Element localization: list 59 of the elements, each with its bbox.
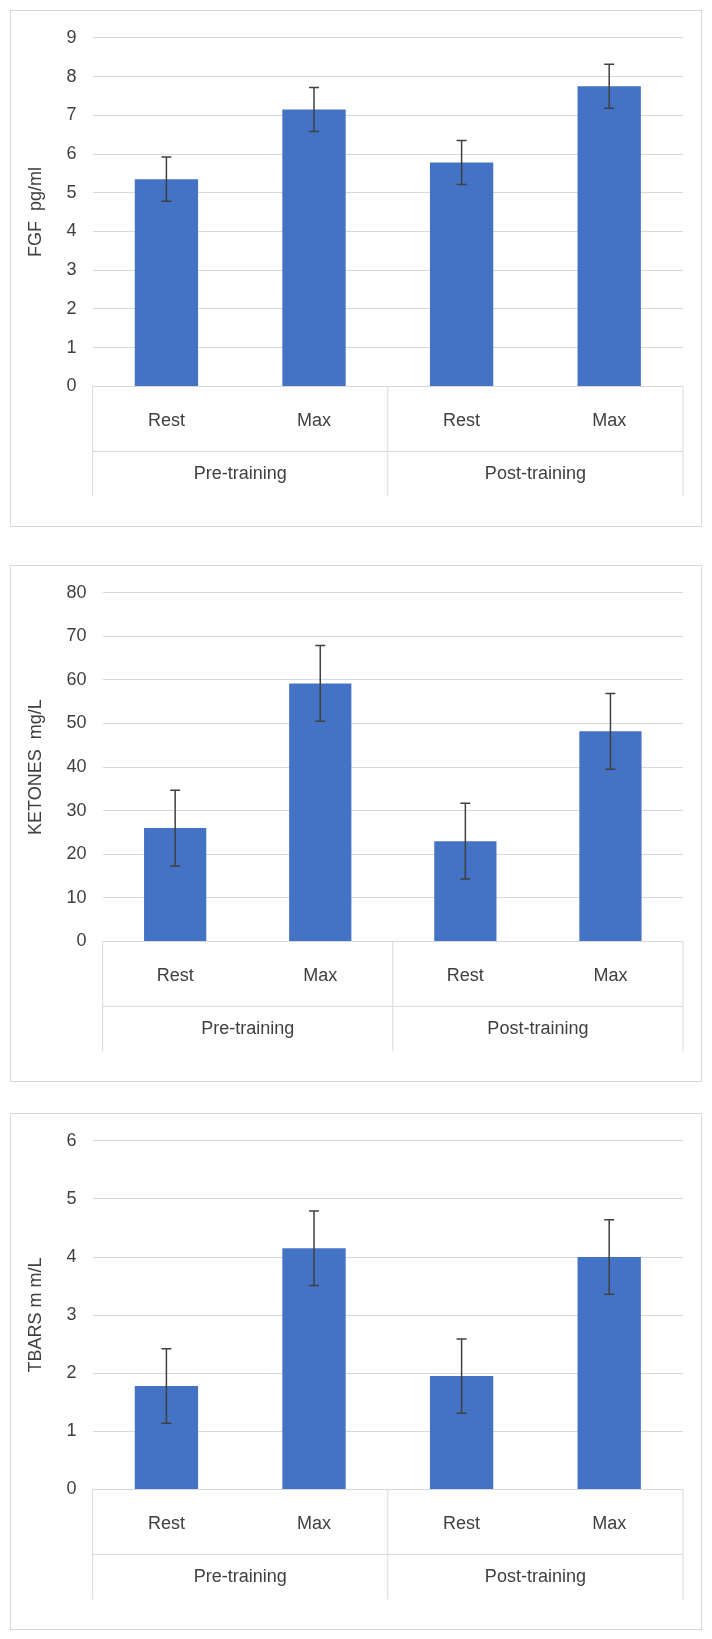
bar [429,1376,494,1489]
x-tick-label: Rest [156,965,194,986]
y-axis-title: TBARS m m/L [24,1257,45,1373]
bar [429,162,494,386]
text: Post-training [487,1018,589,1039]
y-tick-label: 10 [66,886,87,907]
bar [282,1248,346,1489]
y-tick-label: 3 [66,259,77,280]
y-tick-label: 70 [66,625,87,646]
y-tick-label: 2 [66,297,77,318]
y-tick-label: 3 [66,1304,77,1325]
text: Post-training [484,463,586,484]
y-tick-label: 60 [66,668,87,689]
y-tick-label: 20 [66,843,87,864]
y-tick-label: 5 [66,1187,77,1208]
x-tick-label: Max [592,1513,627,1534]
bar [579,731,642,941]
y-tick-label: 0 [76,930,87,951]
y-tick-label: 9 [66,26,77,47]
y-tick-label: 40 [66,756,87,777]
y-tick-label: 4 [66,1245,77,1266]
bar [577,1257,641,1489]
y-tick-label: 7 [66,104,77,125]
y-tick-label: 0 [66,375,77,396]
bar [289,683,352,941]
y-axis-title: KETONES mg/L [24,699,45,835]
text: Pre-training [193,1566,287,1587]
y-tick-label: 4 [66,220,77,241]
y-tick-label: 80 [66,581,87,602]
bar [434,841,497,941]
x-tick-label: Rest [147,410,185,431]
bar [144,828,207,941]
y-tick-label: 6 [66,1129,77,1150]
x-tick-label: Max [297,410,332,431]
y-tick-label: 0 [66,1478,77,1499]
x-tick-label: Rest [443,410,481,431]
y-tick-label: 6 [66,142,77,163]
bar [134,1385,199,1489]
text: Pre-training [201,1018,295,1039]
text: Pre-training [193,463,287,484]
x-tick-label: Max [592,410,627,431]
y-tick-label: 5 [66,181,77,202]
x-tick-label: Rest [147,1513,185,1534]
text: Post-training [484,1566,586,1587]
y-tick-label: 8 [66,65,77,86]
x-tick-label: Max [297,1513,332,1534]
x-tick-label: Rest [446,965,484,986]
y-tick-label: 1 [66,336,77,357]
bar [282,109,346,386]
bar [134,179,199,386]
y-tick-label: 50 [66,712,87,733]
y-tick-label: 1 [66,1420,77,1441]
x-tick-label: Max [593,965,628,986]
y-tick-label: 2 [66,1362,77,1383]
x-tick-label: Max [303,965,338,986]
y-tick-label: 30 [66,799,87,820]
x-tick-label: Rest [443,1513,481,1534]
y-axis-title: FGF pg/ml [24,167,45,258]
bar [577,86,641,386]
